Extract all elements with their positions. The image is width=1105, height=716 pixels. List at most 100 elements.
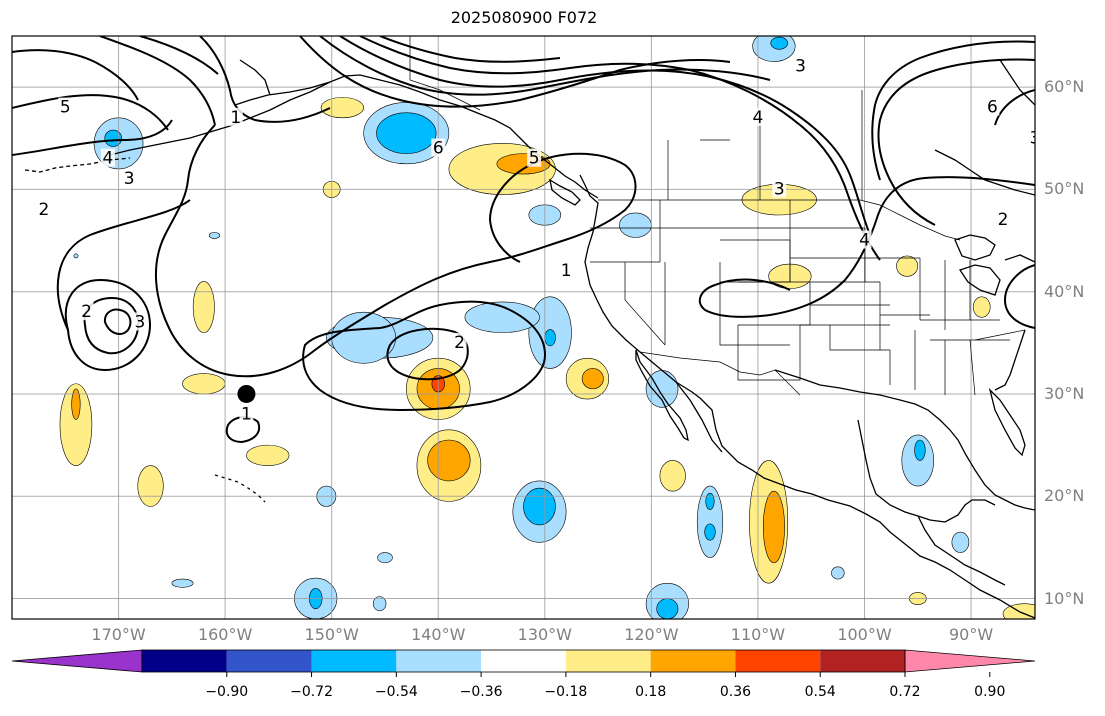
contour-label: 3 (134, 312, 145, 332)
shaded-region-neg2 (704, 523, 716, 541)
shaded-region-neg2 (544, 329, 556, 347)
lon-tick-label: 140°W (411, 625, 466, 644)
shaded-region-pos1 (59, 383, 93, 466)
state-dakotas (789, 200, 865, 282)
shaded-region-neg2 (376, 112, 437, 154)
contour-pac-ridge-6 (299, 36, 731, 108)
contour-label-bg (452, 332, 467, 351)
state-ok-tx (800, 324, 890, 351)
contour-far-west-2 (12, 119, 173, 156)
colorbar-tick-label: −0.36 (459, 684, 503, 700)
us-canada-border (598, 199, 961, 241)
shaded-region-pos2 (762, 490, 785, 564)
shaded-region-pos1 (320, 97, 364, 119)
colorbar-extend-min (11, 649, 143, 673)
contour-label-bg (772, 179, 787, 198)
contour-west-arc-inner (139, 36, 219, 75)
lat-tick-label: 50°N (1044, 179, 1085, 199)
contour-ridge-7 (379, 36, 561, 63)
contour-west-arc-outer (99, 36, 216, 126)
shaded-region-neg1 (696, 485, 724, 558)
shaded-region-pos1 (192, 281, 215, 333)
contour-pac-ridge-4 (339, 36, 871, 236)
colorbar-segment (735, 650, 821, 672)
canada-north (934, 149, 1035, 196)
gulf-of-mexico (774, 369, 1035, 511)
state-nm (737, 325, 801, 381)
contour-west-loop (56, 199, 191, 331)
contour-low-west-inner (103, 308, 132, 335)
colorbar-segment (565, 650, 651, 672)
us-east-coast (994, 329, 1026, 391)
contour-label-bg (1028, 128, 1035, 147)
contour-label-bg (793, 56, 808, 75)
alaska-coast (234, 74, 599, 199)
contour-label: 3 (774, 179, 785, 199)
coastlines (24, 59, 1035, 619)
great-lakes-3 (1004, 254, 1035, 263)
contour-label-bg (750, 107, 765, 126)
contour-label: 2 (454, 333, 465, 353)
hudson-bay-coast (999, 59, 1035, 106)
shaded-region-neg1 (73, 253, 79, 259)
lat-tick-label: 10°N (1044, 588, 1085, 608)
contour-label: 4 (102, 149, 113, 169)
colorbar-segment (142, 650, 227, 672)
shaded-region-pos2 (71, 388, 81, 420)
bering-coast (239, 59, 271, 96)
contour-low-west-2 (64, 278, 152, 372)
colorbar-segment (226, 650, 312, 672)
gridlines (12, 36, 1035, 619)
colorbar-segment (820, 650, 905, 672)
contour-label: 1 (241, 404, 252, 424)
contour-label: 2 (998, 210, 1009, 230)
contour-east-3-loop (1003, 264, 1035, 329)
contour-label: 3 (124, 169, 135, 189)
shaded-region-neg1 (901, 434, 935, 487)
mexico-gulf-coast (857, 419, 919, 517)
contour-label: 5 (529, 149, 540, 169)
shaded-region-neg1 (377, 552, 393, 564)
shaded-region-pos1 (182, 373, 226, 395)
contour-label-bg (559, 261, 574, 280)
state-carolinas (974, 329, 1026, 341)
contour-label: 6 (987, 98, 998, 118)
contour-label-bg (228, 107, 243, 126)
lon-tick-label: 150°W (304, 625, 359, 644)
shaded-region-neg1 (619, 212, 652, 238)
shaded-region-pos1 (659, 460, 686, 492)
contour-east-6 (877, 58, 1035, 226)
lat-tick-label: 30°N (1044, 383, 1085, 403)
map-title: 2025080900 F072 (450, 8, 598, 27)
shaded-region-neg1 (171, 578, 194, 588)
hawaii-islands (214, 474, 266, 503)
shaded-region-pos1 (972, 296, 991, 318)
shaded-region-neg2 (523, 487, 556, 526)
shaded-region-neg1 (372, 596, 387, 612)
state-il-in-oh (919, 258, 971, 330)
contour-label-bg (36, 199, 51, 218)
state-ut-co (719, 262, 790, 346)
colorbar-tick-label: −0.54 (374, 684, 418, 700)
colorbar-segment (481, 650, 566, 672)
colorbar-segment (311, 650, 397, 672)
colorbar-tick-label: −0.72 (290, 684, 333, 700)
contour-label: 4 (859, 231, 870, 251)
contour-2-inner (386, 327, 469, 381)
political-borders (409, 36, 1026, 396)
contour-label: 6 (433, 139, 444, 159)
alaska-canada-border (409, 36, 481, 111)
colorbar-tick-label: 0.90 (974, 684, 1006, 700)
contour-label: 3 (795, 57, 806, 77)
shaded-region-pos2 (581, 368, 604, 390)
state-al-ga (944, 339, 976, 396)
colorbar-segment (396, 650, 482, 672)
great-lakes-1 (954, 234, 996, 261)
canada-provinces (667, 90, 863, 200)
shaded-region-neg1 (951, 531, 970, 553)
lon-tick-label: 120°W (624, 625, 679, 644)
contour-label: 1 (561, 261, 572, 281)
lon-tick-label: 170°W (91, 625, 146, 644)
colorbar-outline (141, 649, 906, 673)
